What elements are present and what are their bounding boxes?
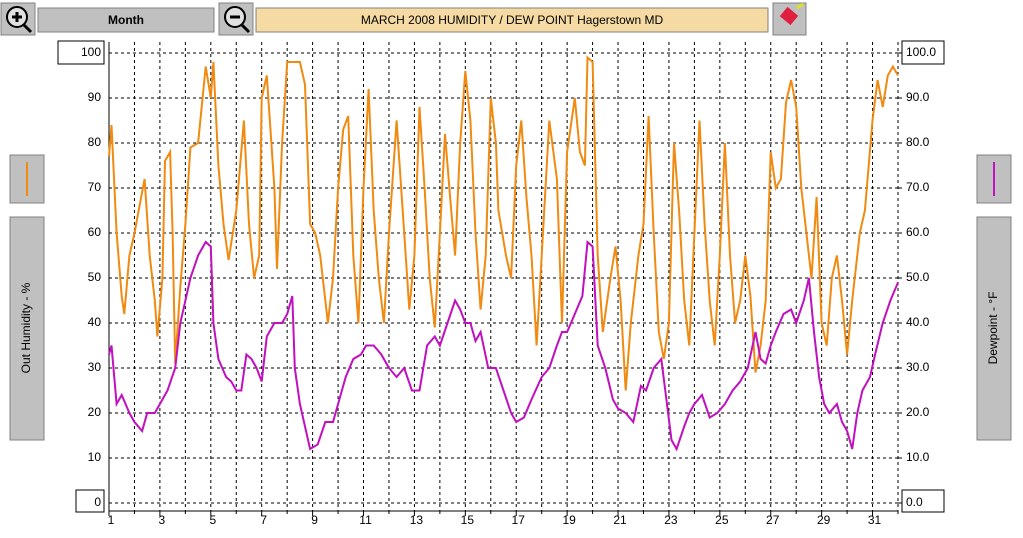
y2-tick-label: 20.0 (906, 405, 930, 419)
y2-tick-label: 70.0 (906, 180, 930, 194)
y2-tick-label: 40.0 (906, 315, 930, 329)
x-tick-label: 3 (159, 513, 166, 527)
axis-end-box (57, 40, 105, 65)
x-tick-label: 7 (260, 513, 267, 527)
y-tick-label: 100 (81, 45, 101, 59)
x-tick-label: 13 (410, 513, 424, 527)
x-tick-label: 15 (461, 513, 475, 527)
x-tick-label: 5 (209, 513, 216, 527)
y-tick-label: 20 (88, 405, 102, 419)
y2-tick-label: 30.0 (906, 360, 930, 374)
y-tick-label: 60 (88, 225, 102, 239)
legend-label: Dewpoint - °F (986, 292, 1000, 365)
y2-tick-label: 60.0 (906, 225, 930, 239)
series-line (108, 55, 899, 391)
y2-tick-label: 90.0 (906, 90, 930, 104)
series-line (108, 239, 899, 452)
axis-end-box (901, 489, 945, 513)
y-tick-label: 50 (88, 270, 102, 284)
legend-label-button[interactable] (9, 216, 45, 441)
x-tick-label: 1 (108, 513, 115, 527)
chart-title: MARCH 2008 HUMIDITY / DEW POINT Hagersto… (361, 13, 664, 27)
x-tick-label: 11 (359, 513, 372, 527)
y-tick-label: 0 (94, 495, 101, 509)
x-tick-label: 23 (664, 513, 678, 527)
period-button[interactable]: Month (37, 7, 215, 33)
y2-tick-label: 100.0 (906, 45, 936, 59)
y-tick-label: 80 (88, 135, 102, 149)
y-tick-label: 70 (88, 180, 102, 194)
x-tick-label: 29 (817, 513, 831, 527)
period-label: Month (108, 13, 144, 27)
x-tick-label: 21 (613, 513, 627, 527)
axis-end-box (75, 489, 105, 513)
y2-tick-label: 80.0 (906, 135, 930, 149)
x-tick-label: 31 (868, 513, 882, 527)
x-tick-label: 27 (766, 513, 780, 527)
x-tick-label: 17 (512, 513, 526, 527)
legend-label-button[interactable] (976, 216, 1012, 441)
y-tick-label: 10 (88, 450, 102, 464)
clear-button[interactable] (772, 2, 807, 36)
title-box (255, 7, 769, 33)
legend-label: Out Humidity - % (19, 282, 33, 373)
x-tick-label: 19 (562, 513, 576, 527)
zoom-out-button[interactable] (218, 2, 254, 36)
x-tick-label: 9 (311, 513, 318, 527)
y2-tick-label: 0.0 (906, 495, 923, 509)
y2-tick-label: 50.0 (906, 270, 930, 284)
y-tick-label: 90 (88, 90, 102, 104)
x-tick-label: 25 (715, 513, 729, 527)
zoom-in-button[interactable] (0, 2, 36, 36)
y-tick-label: 30 (88, 360, 102, 374)
y-tick-label: 40 (88, 315, 102, 329)
y2-tick-label: 10.0 (906, 450, 930, 464)
